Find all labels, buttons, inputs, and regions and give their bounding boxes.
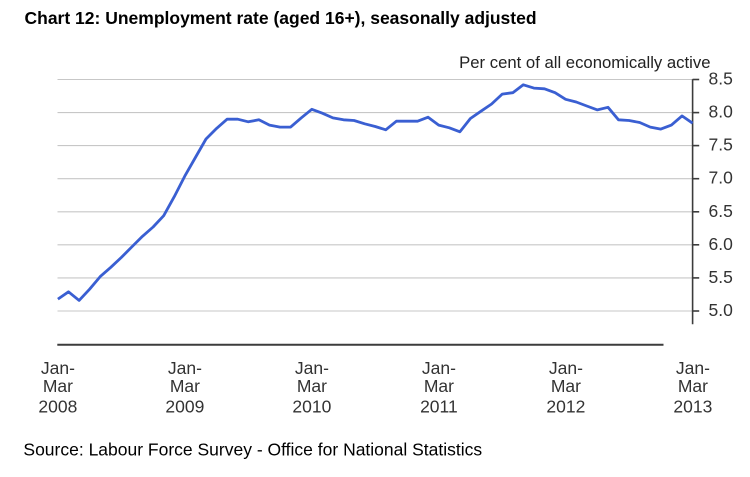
svg-text:Mar: Mar: [170, 376, 200, 396]
svg-text:8.0: 8.0: [709, 102, 734, 122]
svg-text:7.0: 7.0: [709, 168, 734, 188]
svg-text:Jan-: Jan-: [41, 358, 75, 378]
svg-text:Jan-: Jan-: [549, 358, 583, 378]
svg-text:Jan-: Jan-: [168, 358, 202, 378]
svg-text:5.5: 5.5: [709, 267, 733, 287]
svg-text:8.5: 8.5: [709, 69, 733, 89]
svg-text:7.5: 7.5: [709, 135, 733, 155]
svg-text:2013: 2013: [673, 397, 712, 417]
svg-text:Per cent of all economically a: Per cent of all economically active: [459, 53, 710, 72]
svg-text:2010: 2010: [292, 397, 331, 417]
svg-text:Mar: Mar: [43, 376, 73, 396]
svg-text:Mar: Mar: [678, 376, 708, 396]
svg-text:Mar: Mar: [297, 376, 327, 396]
svg-text:Chart 12: Unemployment rate (a: Chart 12: Unemployment rate (aged 16+), …: [25, 8, 537, 28]
svg-text:6.0: 6.0: [709, 234, 734, 254]
svg-text:Jan-: Jan-: [676, 358, 710, 378]
svg-text:2009: 2009: [165, 397, 204, 417]
svg-text:Source: Labour Force Survey -: Source: Labour Force Survey - Office for…: [23, 440, 482, 460]
svg-text:2008: 2008: [38, 397, 77, 417]
svg-text:2012: 2012: [546, 397, 585, 417]
svg-text:Jan-: Jan-: [422, 358, 456, 378]
svg-text:Mar: Mar: [551, 376, 581, 396]
svg-text:6.5: 6.5: [709, 201, 733, 221]
svg-text:2011: 2011: [420, 397, 458, 417]
svg-text:5.0: 5.0: [709, 300, 734, 320]
svg-text:Mar: Mar: [424, 376, 454, 396]
svg-text:Jan-: Jan-: [295, 358, 329, 378]
